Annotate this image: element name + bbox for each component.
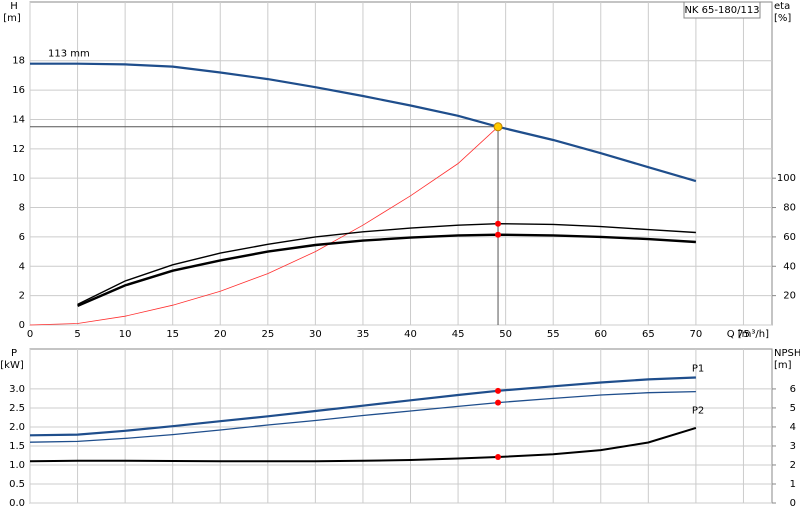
curve — [29, 390, 696, 443]
y-tick-label: 14 — [12, 114, 25, 125]
y-tick-label: 12 — [12, 144, 25, 155]
curve — [29, 426, 697, 463]
x-tick-label: 70 — [690, 329, 703, 340]
y2-tick-label: 1 — [790, 479, 796, 490]
curve-label: P1 — [692, 364, 704, 375]
y-tick-label: 4 — [19, 261, 25, 272]
curve-label: 113 mm — [48, 49, 90, 60]
y-axis-label: P — [11, 348, 17, 359]
x-tick-label: 30 — [309, 329, 322, 340]
x-tick-label: 40 — [404, 329, 417, 340]
x-tick-label: 35 — [357, 329, 370, 340]
x-tick-label: 15 — [166, 329, 179, 340]
x-tick-label: 0 — [27, 329, 33, 340]
y-tick-label: 18 — [12, 56, 25, 67]
y2-axis-label: eta — [774, 1, 790, 12]
operating-point — [495, 387, 502, 394]
x-tick-label: 55 — [547, 329, 560, 340]
y-tick-label: 2.0 — [9, 422, 25, 433]
operating-point — [495, 220, 502, 227]
x-tick-label: 45 — [452, 329, 465, 340]
plot-area — [29, 1, 773, 326]
chart-title: NK 65-180/113 — [684, 5, 759, 16]
y-axis-label: H — [10, 1, 18, 12]
y-tick-label: 0.5 — [9, 479, 25, 490]
y2-tick-label: 6 — [790, 384, 796, 395]
y-tick-label: 10 — [12, 173, 25, 184]
y-tick-label: 2 — [19, 291, 25, 302]
y2-tick-label: 20 — [783, 291, 796, 302]
x-tick-label: 65 — [642, 329, 655, 340]
curve — [29, 376, 696, 437]
y-tick-label: 8 — [19, 203, 25, 214]
y2-axis-label: NPSH — [774, 348, 800, 359]
y-tick-label: 1.5 — [9, 441, 25, 452]
y2-tick-label: 80 — [783, 203, 796, 214]
x-tick-label: 10 — [119, 329, 132, 340]
y2-axis-label: [%] — [774, 13, 791, 24]
y-axis-label: [m] — [3, 13, 21, 24]
y-tick-label: 0 — [19, 320, 25, 331]
curve — [30, 62, 697, 183]
y2-tick-label: 60 — [783, 232, 796, 243]
y-tick-label: 0.0 — [9, 498, 25, 509]
operating-point — [495, 453, 502, 460]
y-tick-label: 3.0 — [9, 384, 25, 395]
y2-tick-label: 5 — [790, 403, 796, 414]
operating-point — [495, 399, 502, 406]
y-tick-label: 1.0 — [9, 460, 25, 471]
plot-area — [29, 348, 773, 504]
x-tick-label: 60 — [594, 329, 607, 340]
y2-tick-label: 100 — [777, 173, 796, 184]
x-tick-label: 20 — [214, 329, 227, 340]
x-tick-label: 25 — [261, 329, 274, 340]
x-tick-label: 50 — [499, 329, 512, 340]
y-tick-label: 6 — [19, 232, 25, 243]
curve — [29, 126, 499, 326]
y2-tick-label: 4 — [790, 422, 796, 433]
curve — [77, 233, 696, 308]
operating-point — [495, 231, 502, 238]
y2-tick-label: 2 — [790, 460, 796, 471]
y2-tick-label: 0 — [790, 498, 796, 509]
curve — [77, 222, 696, 306]
y2-tick-label: 3 — [790, 441, 796, 452]
x-tick-label: 5 — [74, 329, 80, 340]
y2-tick-label: 40 — [783, 261, 796, 272]
y-axis-label: [kW] — [0, 360, 24, 371]
title-box — [683, 1, 761, 19]
y-tick-label: 16 — [12, 85, 25, 96]
x-tick-label: 75 — [737, 329, 750, 340]
operating-point — [493, 122, 503, 132]
y-tick-label: 2.5 — [9, 403, 25, 414]
y2-axis-label: [m] — [774, 360, 792, 371]
curve-label: P2 — [692, 406, 704, 417]
x-axis-label: Q [m³/h] — [727, 329, 769, 340]
